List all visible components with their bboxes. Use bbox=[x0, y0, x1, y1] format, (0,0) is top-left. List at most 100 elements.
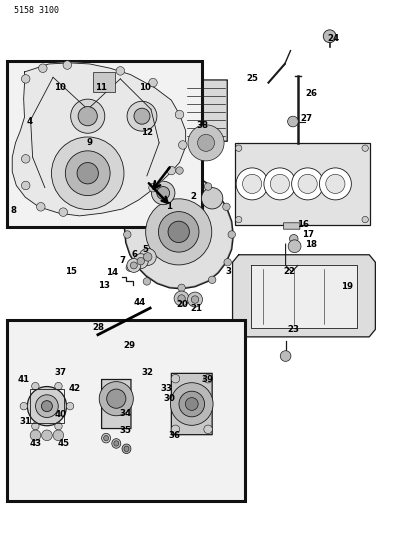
Circle shape bbox=[290, 235, 298, 243]
Text: 15: 15 bbox=[65, 268, 78, 276]
Text: 37: 37 bbox=[54, 368, 67, 376]
Circle shape bbox=[188, 125, 224, 161]
Circle shape bbox=[124, 231, 131, 238]
Ellipse shape bbox=[122, 444, 131, 454]
Text: 36: 36 bbox=[169, 432, 181, 440]
Circle shape bbox=[151, 181, 175, 205]
Circle shape bbox=[146, 199, 212, 265]
Circle shape bbox=[171, 425, 180, 434]
Text: 35: 35 bbox=[120, 426, 132, 435]
Circle shape bbox=[280, 351, 291, 361]
Text: 32: 32 bbox=[142, 368, 154, 376]
Bar bbox=[235, 143, 370, 225]
Circle shape bbox=[242, 174, 262, 193]
Circle shape bbox=[106, 389, 126, 408]
Text: 38: 38 bbox=[196, 121, 208, 130]
Circle shape bbox=[30, 430, 41, 441]
Circle shape bbox=[188, 292, 202, 307]
Circle shape bbox=[168, 221, 189, 243]
Circle shape bbox=[235, 216, 242, 223]
Circle shape bbox=[236, 168, 268, 200]
Circle shape bbox=[223, 203, 230, 211]
Text: 18: 18 bbox=[305, 240, 317, 248]
Circle shape bbox=[55, 382, 62, 390]
Circle shape bbox=[292, 168, 324, 200]
Circle shape bbox=[144, 253, 152, 261]
Ellipse shape bbox=[114, 441, 119, 446]
Circle shape bbox=[127, 101, 157, 131]
Text: 24: 24 bbox=[328, 34, 340, 43]
Circle shape bbox=[185, 398, 198, 410]
Circle shape bbox=[176, 167, 183, 174]
Circle shape bbox=[224, 259, 231, 266]
Text: 5158 3100: 5158 3100 bbox=[14, 6, 59, 15]
Circle shape bbox=[326, 174, 345, 193]
Circle shape bbox=[78, 107, 98, 126]
Circle shape bbox=[171, 383, 213, 425]
Circle shape bbox=[208, 276, 216, 284]
Polygon shape bbox=[233, 255, 375, 337]
Circle shape bbox=[27, 386, 67, 426]
Text: 27: 27 bbox=[300, 114, 312, 123]
Ellipse shape bbox=[104, 435, 109, 441]
Circle shape bbox=[178, 284, 185, 292]
Circle shape bbox=[288, 240, 301, 253]
Text: 1: 1 bbox=[166, 203, 172, 211]
Circle shape bbox=[35, 395, 58, 417]
Text: 43: 43 bbox=[30, 439, 42, 448]
Text: 12: 12 bbox=[141, 128, 153, 136]
Text: 14: 14 bbox=[106, 269, 118, 277]
Circle shape bbox=[149, 183, 157, 192]
Text: 10: 10 bbox=[54, 84, 67, 92]
Text: 2: 2 bbox=[191, 192, 197, 200]
Circle shape bbox=[175, 110, 184, 119]
Circle shape bbox=[158, 212, 199, 252]
Circle shape bbox=[71, 99, 105, 133]
Text: 45: 45 bbox=[57, 439, 69, 448]
Circle shape bbox=[65, 151, 110, 196]
Text: 44: 44 bbox=[133, 298, 146, 307]
Text: 42: 42 bbox=[68, 384, 80, 392]
Bar bbox=[7, 61, 202, 227]
Text: 20: 20 bbox=[177, 301, 189, 309]
Circle shape bbox=[53, 430, 64, 441]
Circle shape bbox=[197, 134, 215, 151]
Bar bbox=[30, 390, 64, 423]
Text: 40: 40 bbox=[54, 410, 67, 419]
Circle shape bbox=[55, 423, 62, 430]
Text: 22: 22 bbox=[284, 268, 296, 276]
Circle shape bbox=[202, 188, 223, 209]
Circle shape bbox=[42, 401, 52, 411]
Bar bbox=[7, 320, 245, 501]
Ellipse shape bbox=[124, 446, 129, 451]
Circle shape bbox=[264, 168, 296, 200]
Circle shape bbox=[77, 163, 98, 184]
Text: 10: 10 bbox=[139, 84, 151, 92]
Ellipse shape bbox=[102, 433, 111, 443]
Circle shape bbox=[174, 291, 189, 306]
Circle shape bbox=[171, 374, 180, 383]
Circle shape bbox=[143, 278, 151, 285]
Text: 6: 6 bbox=[132, 251, 137, 259]
Text: 7: 7 bbox=[119, 256, 126, 264]
Circle shape bbox=[51, 137, 124, 209]
Text: 28: 28 bbox=[93, 324, 105, 332]
Circle shape bbox=[288, 116, 298, 127]
Text: 33: 33 bbox=[160, 384, 173, 392]
Text: 5: 5 bbox=[142, 245, 148, 254]
Circle shape bbox=[42, 430, 52, 441]
Circle shape bbox=[178, 295, 185, 302]
Circle shape bbox=[39, 64, 47, 72]
Circle shape bbox=[99, 382, 133, 416]
Circle shape bbox=[20, 402, 28, 410]
Circle shape bbox=[235, 145, 242, 151]
Text: 16: 16 bbox=[297, 221, 309, 229]
Circle shape bbox=[133, 254, 148, 269]
Circle shape bbox=[204, 183, 212, 190]
Text: 8: 8 bbox=[10, 206, 16, 215]
FancyBboxPatch shape bbox=[185, 80, 227, 141]
Text: 21: 21 bbox=[191, 304, 203, 312]
Text: 34: 34 bbox=[120, 409, 132, 417]
Text: 9: 9 bbox=[87, 139, 93, 147]
Circle shape bbox=[323, 30, 336, 43]
